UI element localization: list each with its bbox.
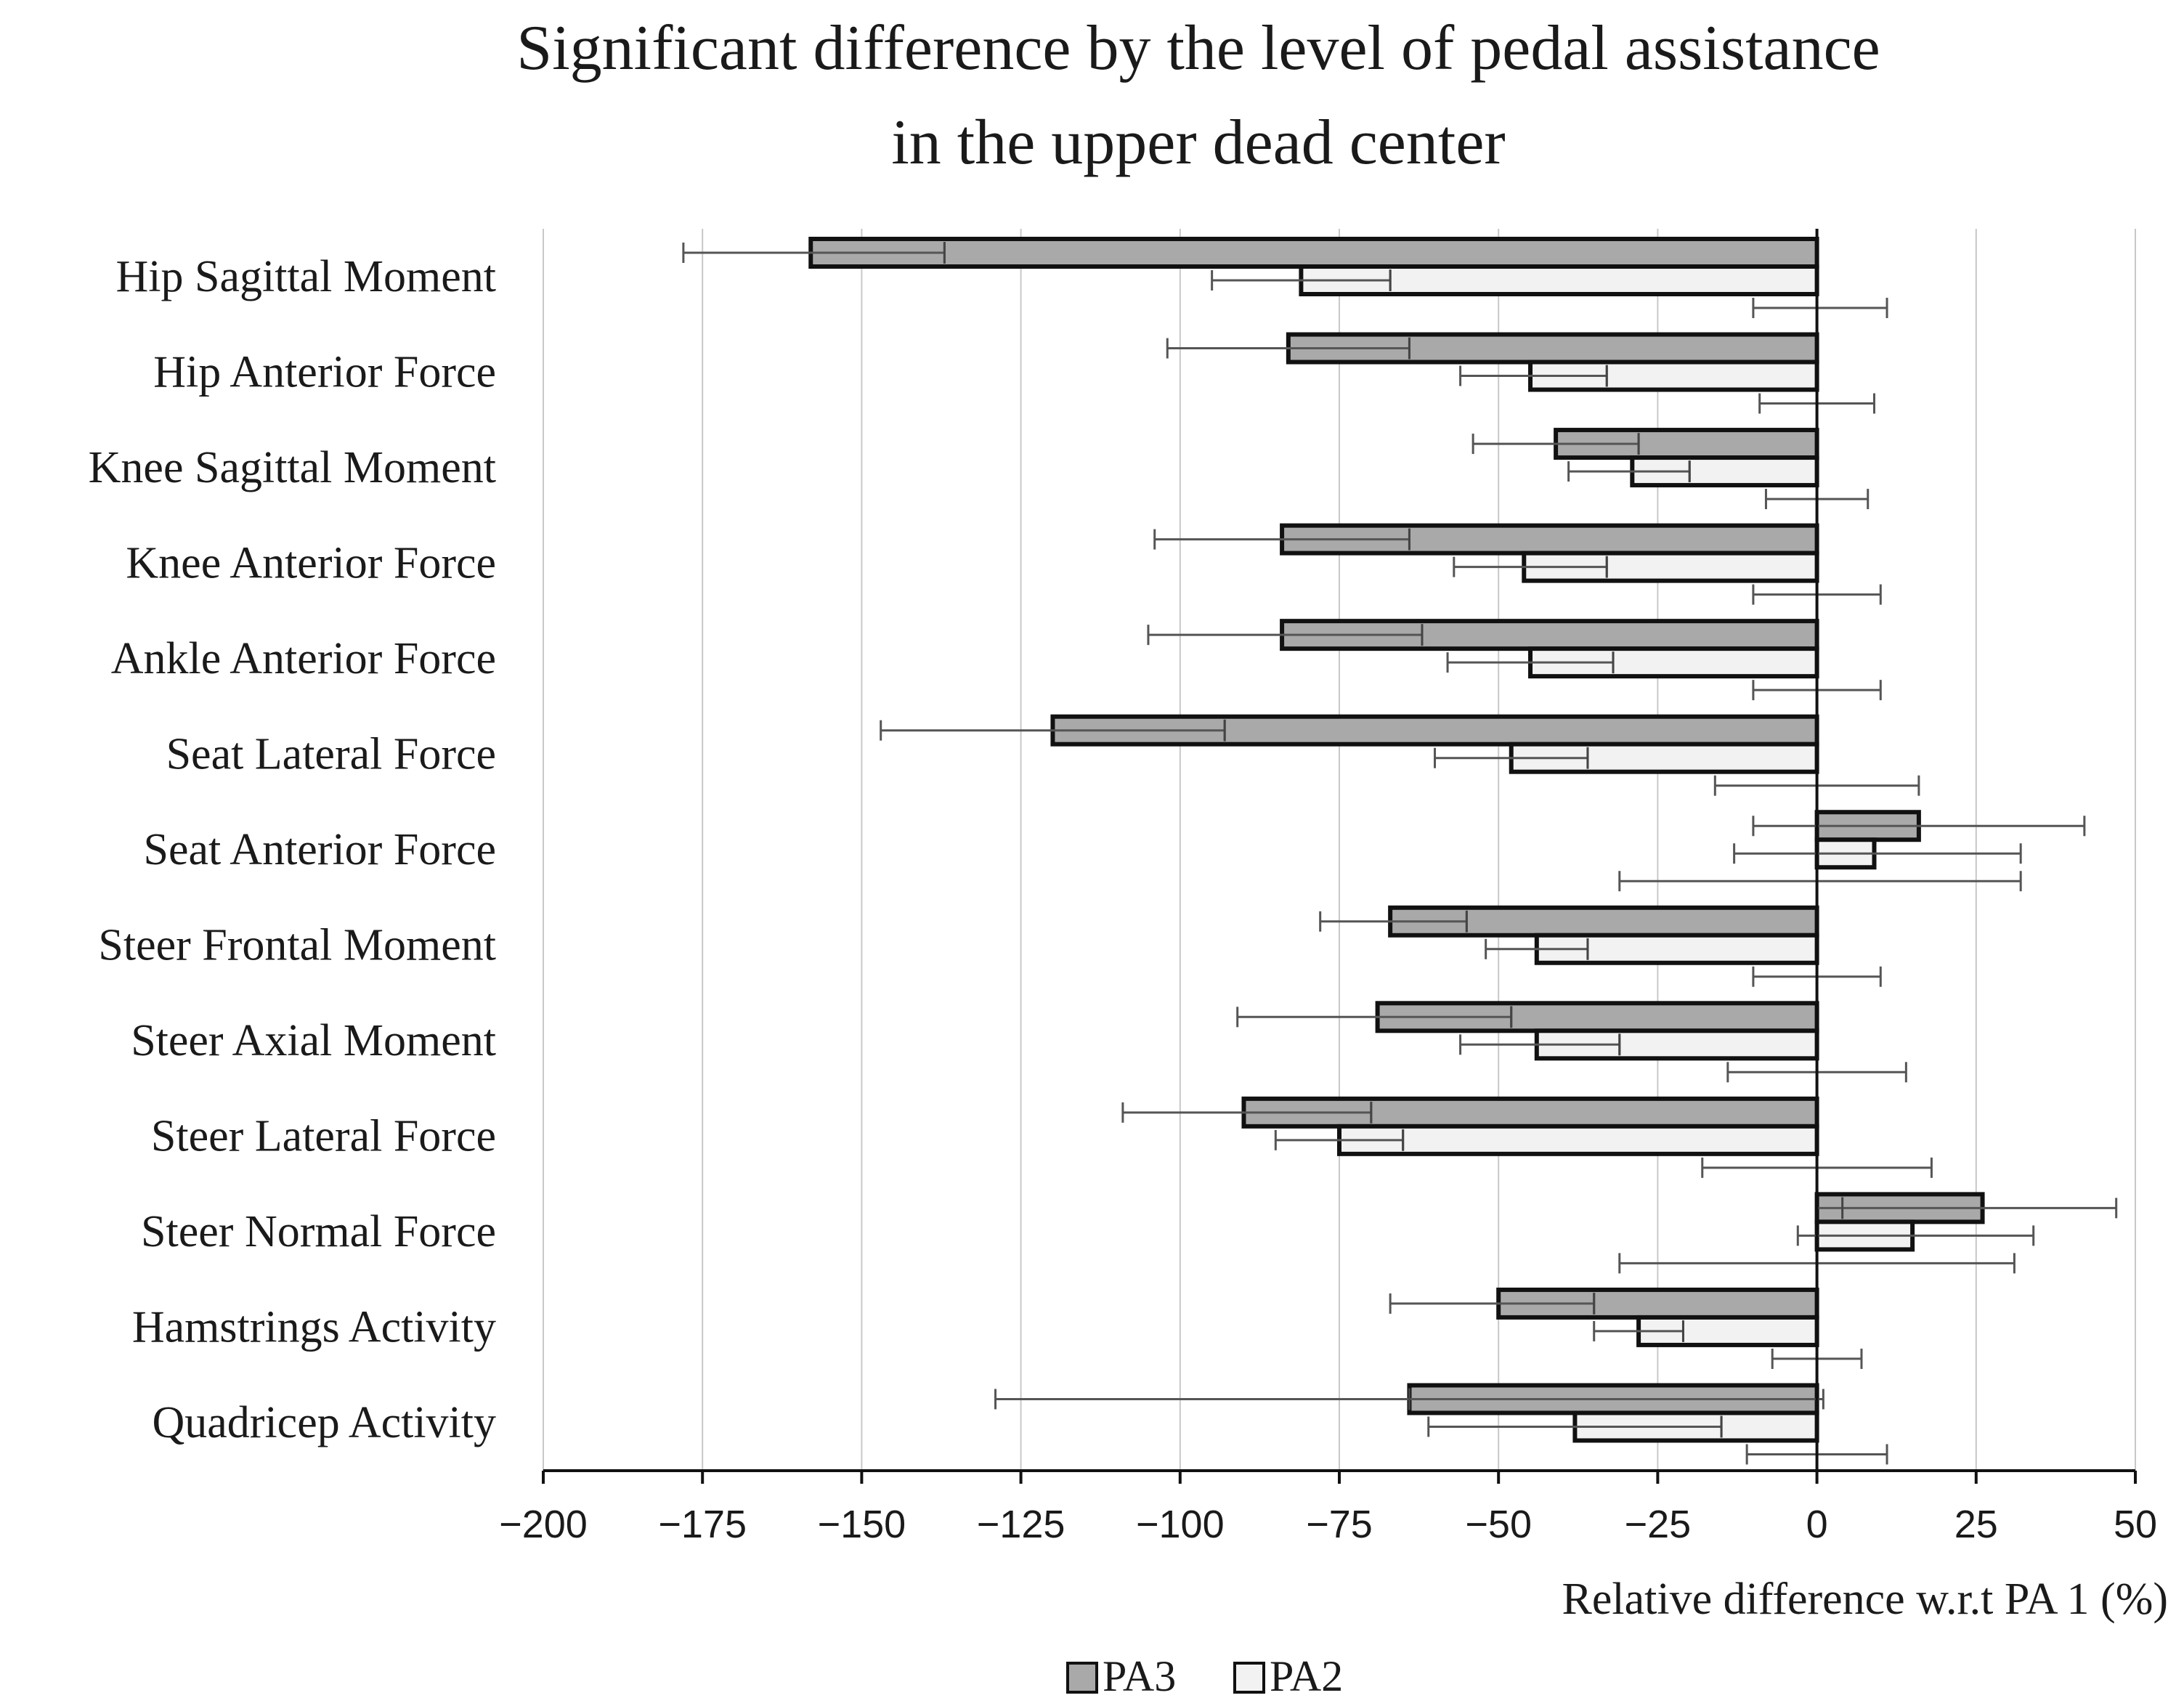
x-tick-label: −25 [1625,1503,1692,1546]
x-tick-label: −50 [1465,1503,1532,1546]
category-label: Knee Anterior Force [126,538,496,588]
category-label: Ankle Anterior Force [111,634,496,683]
x-tick-label: −100 [1136,1503,1225,1546]
x-axis-title: Relative difference w.r.t PA 1 (%) [1562,1575,2169,1624]
category-label: Seat Anterior Force [143,825,496,874]
x-tick-label: −125 [977,1503,1065,1546]
error-bars [682,242,2118,1465]
category-label: Steer Lateral Force [151,1112,496,1161]
x-tick-label: −200 [499,1503,588,1546]
x-tick-label: −75 [1306,1503,1373,1546]
x-tick-label: −150 [818,1503,906,1546]
x-tick-label: 50 [2114,1503,2157,1546]
legend-swatch-pa2 [1233,1662,1265,1694]
x-tick-label: 25 [1954,1503,1998,1546]
legend-label-pa2: PA2 [1270,1652,1343,1694]
category-label: Steer Normal Force [141,1207,496,1256]
legend-label-pa3: PA3 [1103,1652,1176,1694]
legend: PA3 PA2 [1066,1652,1343,1698]
grid [543,229,2136,1471]
chart-title-line-2: in the upper dead center [891,107,1505,178]
bars [808,237,1985,1443]
chart-title-line-1: Significant difference by the level of p… [516,13,1880,84]
category-label: Hip Sagittal Moment [115,252,496,301]
legend-swatch-pa3 [1066,1662,1098,1694]
category-label: Steer Axial Moment [131,1016,496,1065]
category-label: Knee Sagittal Moment [89,443,496,492]
x-tick-label: 0 [1806,1503,1828,1546]
x-tick-label: −175 [658,1503,747,1546]
x-axis: −200 −175 −150 −125 −100 −75 −50 −25 0 25 50 [499,229,2157,1546]
category-label: Seat Lateral Force [166,729,496,779]
category-label: Steer Frontal Moment [98,921,496,970]
category-labels: Hip Sagittal Moment Hip Anterior Force Kne… [89,252,496,1447]
bar-pa2-9 [1337,1124,1819,1156]
category-label: Hamstrings Activity [132,1303,496,1352]
bar-pa3-0 [808,237,1819,269]
category-label: Hip Anterior Force [153,347,496,397]
category-label: Quadricep Activity [153,1398,496,1447]
